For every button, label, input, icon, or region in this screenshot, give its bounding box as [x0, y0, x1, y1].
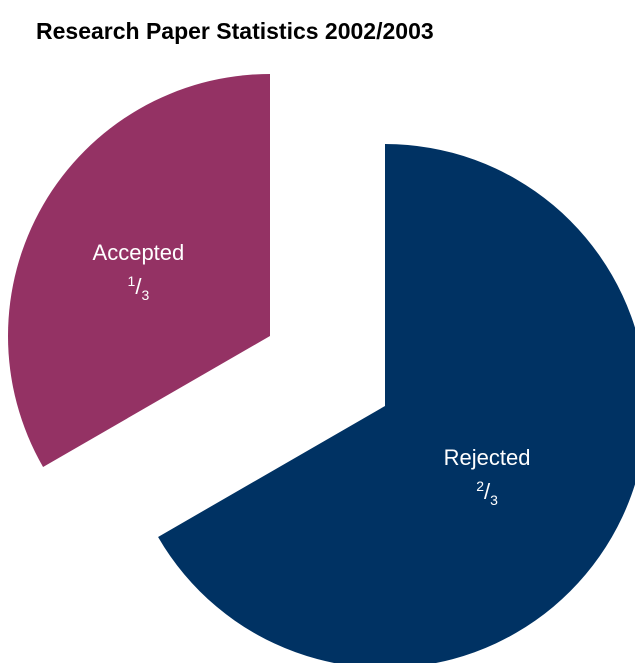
fraction-denominator: 3: [141, 287, 149, 303]
fraction-slash: /: [484, 479, 491, 504]
slice-label-accepted: Accepted: [93, 240, 185, 265]
fraction-slash: /: [135, 274, 142, 299]
fraction-denominator: 3: [490, 492, 498, 508]
slice-label-rejected: Rejected: [444, 445, 531, 470]
pie-slice-rejected: [158, 144, 635, 663]
slice-fraction-rejected: 2/3: [476, 478, 498, 508]
pie-slice-accepted: [7, 74, 270, 467]
fraction-numerator: 2: [476, 478, 484, 494]
fraction-numerator: 1: [128, 273, 136, 289]
slice-fraction-accepted: 1/3: [128, 273, 150, 303]
chart-title: Research Paper Statistics 2002/2003: [36, 18, 434, 44]
